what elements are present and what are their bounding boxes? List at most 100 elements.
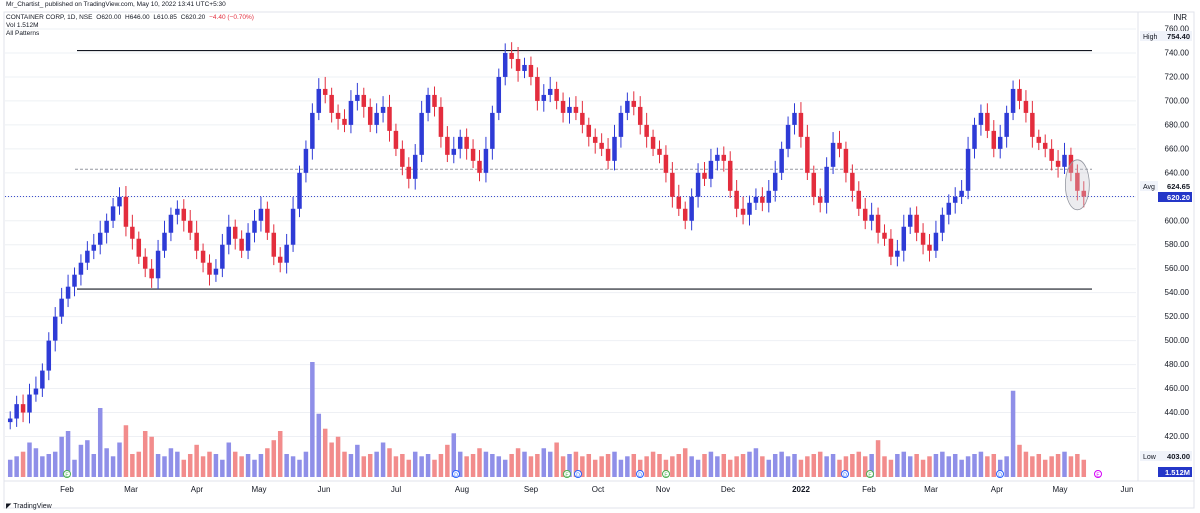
candle-body[interactable] bbox=[297, 172, 302, 209]
candle-body[interactable] bbox=[541, 94, 547, 101]
candle-body[interactable] bbox=[457, 136, 463, 149]
candle-body[interactable] bbox=[46, 340, 52, 371]
candle-body[interactable] bbox=[670, 172, 675, 197]
event-badge[interactable] bbox=[841, 470, 849, 478]
candle-body[interactable] bbox=[168, 214, 174, 233]
event-badge[interactable] bbox=[63, 470, 71, 478]
candle-body[interactable] bbox=[187, 220, 193, 233]
candle-body[interactable] bbox=[290, 208, 296, 245]
candle-body[interactable] bbox=[772, 172, 778, 191]
candle-body[interactable] bbox=[535, 76, 540, 101]
candle-body[interactable] bbox=[470, 148, 476, 161]
candle-body[interactable] bbox=[644, 124, 649, 137]
event-badge[interactable] bbox=[452, 470, 460, 478]
candle-body[interactable] bbox=[991, 130, 997, 149]
candle-body[interactable] bbox=[78, 262, 84, 275]
candle-body[interactable] bbox=[940, 214, 945, 233]
candle-body[interactable] bbox=[412, 154, 418, 179]
candle-body[interactable] bbox=[856, 190, 862, 209]
candle-body[interactable] bbox=[978, 112, 984, 125]
candle-body[interactable] bbox=[1036, 136, 1042, 143]
candle-body[interactable] bbox=[946, 202, 952, 215]
candle-body[interactable] bbox=[200, 250, 206, 263]
candle-body[interactable] bbox=[907, 214, 913, 227]
candle-body[interactable] bbox=[149, 268, 154, 279]
event-badge[interactable] bbox=[1094, 470, 1102, 478]
candle-body[interactable] bbox=[528, 64, 534, 77]
candle-body[interactable] bbox=[676, 196, 682, 209]
candle-body[interactable] bbox=[239, 238, 244, 251]
candle-body[interactable] bbox=[509, 52, 514, 59]
candle-body[interactable] bbox=[895, 250, 900, 257]
candle-body[interactable] bbox=[830, 142, 836, 167]
candle-body[interactable] bbox=[927, 244, 932, 251]
candle-body[interactable] bbox=[380, 106, 386, 113]
candle-body[interactable] bbox=[310, 112, 315, 149]
candle-body[interactable] bbox=[1081, 190, 1087, 197]
candle-body[interactable] bbox=[406, 166, 412, 179]
candle-body[interactable] bbox=[483, 148, 489, 173]
candle-body[interactable] bbox=[181, 208, 187, 221]
candle-body[interactable] bbox=[277, 256, 283, 263]
candle-body[interactable] bbox=[85, 250, 90, 263]
candle-body[interactable] bbox=[965, 148, 971, 191]
candle-body[interactable] bbox=[1004, 112, 1009, 137]
candle-body[interactable] bbox=[432, 94, 437, 107]
candle-body[interactable] bbox=[27, 394, 32, 413]
candle-body[interactable] bbox=[554, 88, 559, 101]
candle-body[interactable] bbox=[220, 244, 225, 269]
candle-body[interactable] bbox=[708, 160, 714, 179]
candle-body[interactable] bbox=[1055, 160, 1061, 167]
candle-body[interactable] bbox=[850, 172, 855, 191]
candle-body[interactable] bbox=[425, 94, 431, 113]
candle-body[interactable] bbox=[792, 112, 797, 125]
candle-body[interactable] bbox=[194, 232, 199, 251]
candle-body[interactable] bbox=[779, 148, 784, 173]
candle-body[interactable] bbox=[843, 148, 849, 173]
candle-body[interactable] bbox=[515, 58, 521, 71]
candle-body[interactable] bbox=[837, 142, 842, 149]
candle-body[interactable] bbox=[40, 370, 45, 389]
candle-body[interactable] bbox=[997, 136, 1003, 149]
candle-body[interactable] bbox=[605, 148, 611, 161]
candle-body[interactable] bbox=[110, 206, 116, 221]
candle-body[interactable] bbox=[464, 136, 469, 149]
candle-body[interactable] bbox=[265, 208, 270, 233]
candle-body[interactable] bbox=[663, 154, 669, 173]
candle-body[interactable] bbox=[914, 214, 919, 233]
candle-body[interactable] bbox=[869, 214, 874, 221]
candle-body[interactable] bbox=[271, 232, 277, 257]
candle-body[interactable] bbox=[335, 112, 341, 119]
candle-body[interactable] bbox=[567, 106, 572, 113]
candle-body[interactable] bbox=[322, 88, 328, 95]
event-badge[interactable] bbox=[574, 470, 582, 478]
candle-body[interactable] bbox=[612, 136, 617, 161]
candle-body[interactable] bbox=[245, 232, 251, 251]
candle-body[interactable] bbox=[419, 112, 424, 155]
indicator-legend[interactable]: All Patterns bbox=[6, 30, 40, 37]
candle-body[interactable] bbox=[560, 100, 566, 113]
candle-body[interactable] bbox=[547, 88, 553, 95]
candle-body[interactable] bbox=[387, 106, 392, 131]
candle-body[interactable] bbox=[355, 94, 360, 101]
candle-body[interactable] bbox=[258, 208, 264, 221]
candle-body[interactable] bbox=[136, 238, 142, 257]
candle-body[interactable] bbox=[522, 64, 527, 71]
candle-body[interactable] bbox=[817, 196, 823, 203]
candle-body[interactable] bbox=[400, 148, 405, 167]
candle-body[interactable] bbox=[734, 190, 739, 209]
candle-body[interactable] bbox=[721, 154, 727, 161]
candle-body[interactable] bbox=[213, 268, 219, 275]
candle-body[interactable] bbox=[20, 404, 26, 413]
candle-body[interactable] bbox=[342, 118, 347, 125]
event-badge[interactable] bbox=[636, 470, 644, 478]
candle-body[interactable] bbox=[811, 172, 817, 197]
event-badge[interactable] bbox=[996, 470, 1004, 478]
candle-body[interactable] bbox=[14, 404, 19, 419]
candle-body[interactable] bbox=[760, 196, 765, 203]
candle-body[interactable] bbox=[959, 190, 964, 197]
candle-body[interactable] bbox=[952, 196, 958, 203]
candle-body[interactable] bbox=[875, 214, 881, 233]
candle-body[interactable] bbox=[727, 160, 733, 191]
